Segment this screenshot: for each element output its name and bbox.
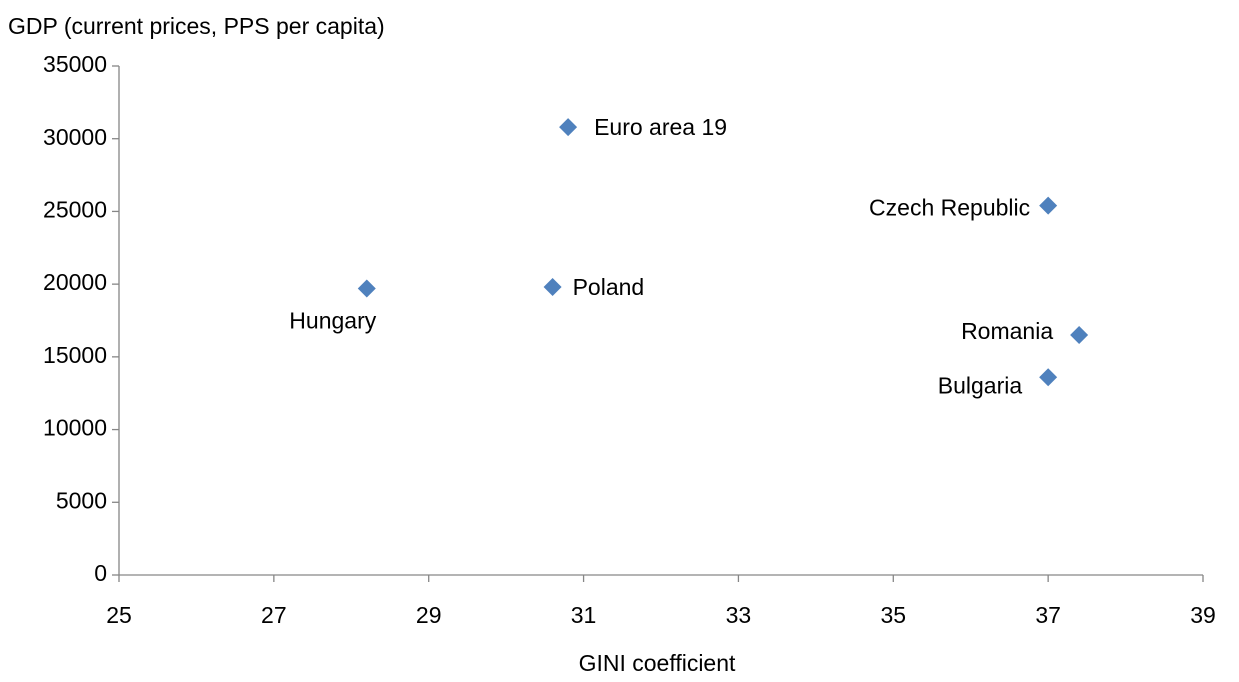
point-label: Romania [961,318,1053,344]
y-tick-label: 30000 [43,124,107,150]
x-tick-label: 33 [726,602,752,628]
point [559,118,578,137]
point [1039,196,1058,215]
y-tick-label: 0 [94,560,107,586]
point [543,278,562,297]
x-tick-label: 35 [880,602,906,628]
y-tick-label: 35000 [43,51,107,77]
x-tick-label: 31 [571,602,597,628]
y-tick-label: 5000 [56,487,107,513]
point [1039,368,1058,387]
point [357,279,376,298]
x-tick-label: 27 [261,602,287,628]
point-label: Poland [573,274,645,300]
y-tick-label: 15000 [43,342,107,368]
point-label: Bulgaria [938,372,1023,398]
y-tick-label: 25000 [43,197,107,223]
x-axis-title: GINI coefficient [579,650,736,676]
x-tick-label: 25 [106,602,132,628]
x-tick-label: 39 [1190,602,1216,628]
point-label: Hungary [289,308,376,334]
point [1070,326,1089,345]
point-label: Euro area 19 [594,114,727,140]
x-tick-label: 37 [1035,602,1061,628]
point-label: Czech Republic [869,195,1030,221]
y-tick-label: 20000 [43,269,107,295]
y-tick-label: 10000 [43,415,107,441]
y-axis-title: GDP (current prices, PPS per capita) [8,13,385,39]
x-tick-label: 29 [416,602,442,628]
